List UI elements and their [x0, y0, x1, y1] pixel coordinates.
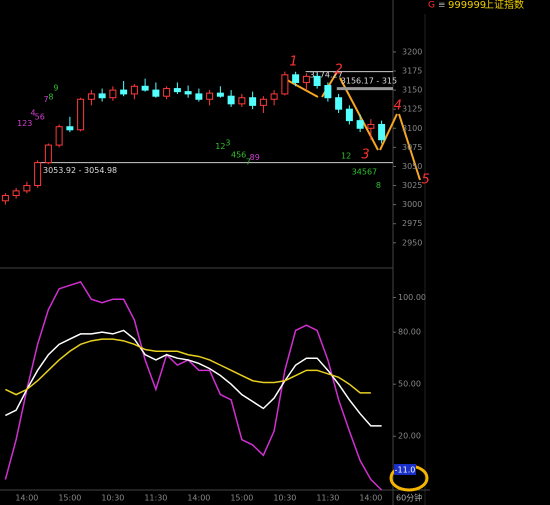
y-tick-label: 3200 — [402, 47, 422, 56]
annotation: 2 — [334, 63, 342, 78]
y-tick-label: 3050 — [402, 162, 422, 171]
candle-body — [77, 98, 85, 131]
candle-body — [345, 108, 353, 122]
candle-body — [335, 97, 343, 110]
y-tick-label: 3125 — [402, 105, 422, 114]
indicator-line — [4, 280, 383, 491]
candle-body — [66, 126, 74, 131]
y-tick-label: 3000 — [402, 200, 422, 209]
candle-body — [109, 89, 117, 99]
candle-body — [130, 85, 138, 95]
candle-body — [238, 97, 246, 105]
candle-body — [152, 89, 160, 97]
annotation: 34567 — [352, 167, 377, 176]
candle-body — [324, 85, 332, 99]
header-symbol: 999999 — [448, 0, 486, 11]
y-tick-label: 20.00 — [398, 432, 421, 441]
annotation: 7 — [246, 157, 251, 166]
candle-body — [34, 162, 42, 187]
y-tick-label: 3025 — [402, 181, 422, 190]
candle-body — [259, 98, 267, 106]
y-tick-label: 50.00 — [398, 380, 421, 389]
annotation: 123 — [17, 119, 32, 128]
annotation: 89 — [250, 153, 260, 162]
candle-body — [292, 74, 300, 83]
candle-body — [270, 93, 278, 100]
candle-body — [141, 85, 149, 91]
annotation: 5 — [422, 173, 430, 188]
indicator-line — [5, 329, 382, 427]
candle-body — [356, 120, 364, 129]
candle-body — [12, 190, 20, 196]
y-tick-label: 3150 — [402, 86, 422, 95]
candle-body — [1, 194, 9, 202]
candle-body — [23, 185, 31, 192]
x-tick-label: 15:00 — [58, 494, 81, 503]
candle-body — [98, 93, 106, 99]
x-tick-label: 11:30 — [144, 494, 167, 503]
candle-body — [195, 93, 203, 100]
candle-body — [184, 91, 192, 95]
y-tick-label: 2975 — [402, 219, 422, 228]
x-tick-label: 11:30 — [316, 494, 339, 503]
y-tick-label: 100.00 — [398, 293, 426, 302]
badge-box — [394, 464, 416, 475]
annotation: 456 — [231, 150, 246, 159]
candle-body — [378, 123, 386, 141]
y-tick-label: 3175 — [402, 67, 422, 76]
x-tick-label: 14:00 — [15, 494, 38, 503]
header-letter: G — [428, 1, 435, 11]
candle-body — [281, 74, 289, 95]
annotation: 3 — [225, 138, 230, 147]
candle-body — [55, 126, 63, 146]
x-tick-label: 15:00 — [230, 494, 253, 503]
annotation: 8 — [48, 92, 53, 101]
candle-body — [367, 123, 375, 129]
candle-body — [227, 95, 235, 105]
indicator-line — [5, 338, 371, 396]
badge-label: -11.0 — [395, 466, 416, 475]
candle-body — [216, 92, 224, 97]
x-tick-label: 10:30 — [273, 494, 296, 503]
y-tick-label: 80.00 — [398, 328, 421, 337]
candle-body — [87, 93, 95, 100]
annotation: 7 — [43, 95, 48, 104]
candle-body — [206, 92, 214, 100]
x-tick-label: 10:30 — [101, 494, 124, 503]
period-label: 60分钟 — [396, 493, 422, 503]
header-name: 上证指数 — [484, 0, 524, 11]
candle-body — [173, 88, 181, 93]
annotation: 4 — [394, 99, 402, 114]
header-menu[interactable]: ≡ — [438, 1, 446, 11]
y-tick-label: 3075 — [402, 143, 422, 152]
y-tick-label: 2950 — [402, 238, 422, 247]
candle-body — [302, 75, 310, 83]
annotation: 12 — [215, 142, 225, 151]
x-tick-label: 14:00 — [359, 494, 382, 503]
x-tick-label: 14:00 — [187, 494, 210, 503]
price-label: 3156.17 - 315 — [341, 76, 397, 85]
y-tick-label: 3100 — [402, 124, 422, 133]
annotation: 4 — [30, 109, 35, 118]
annotation: 12 — [341, 151, 351, 160]
annotation: 8 — [376, 181, 381, 190]
candle-body — [249, 97, 257, 106]
annotation: 9 — [53, 83, 58, 92]
annotation: 3 — [361, 147, 369, 162]
candle-body — [163, 88, 171, 97]
annotation: 1 — [289, 54, 297, 69]
price-label: 3174.27 — [310, 70, 343, 79]
candle-body — [44, 144, 52, 164]
price-label: 3053.92 - 3054.98 — [43, 166, 117, 175]
candle-body — [120, 89, 128, 95]
candle-body — [313, 75, 321, 87]
annotation: 56 — [35, 112, 45, 121]
